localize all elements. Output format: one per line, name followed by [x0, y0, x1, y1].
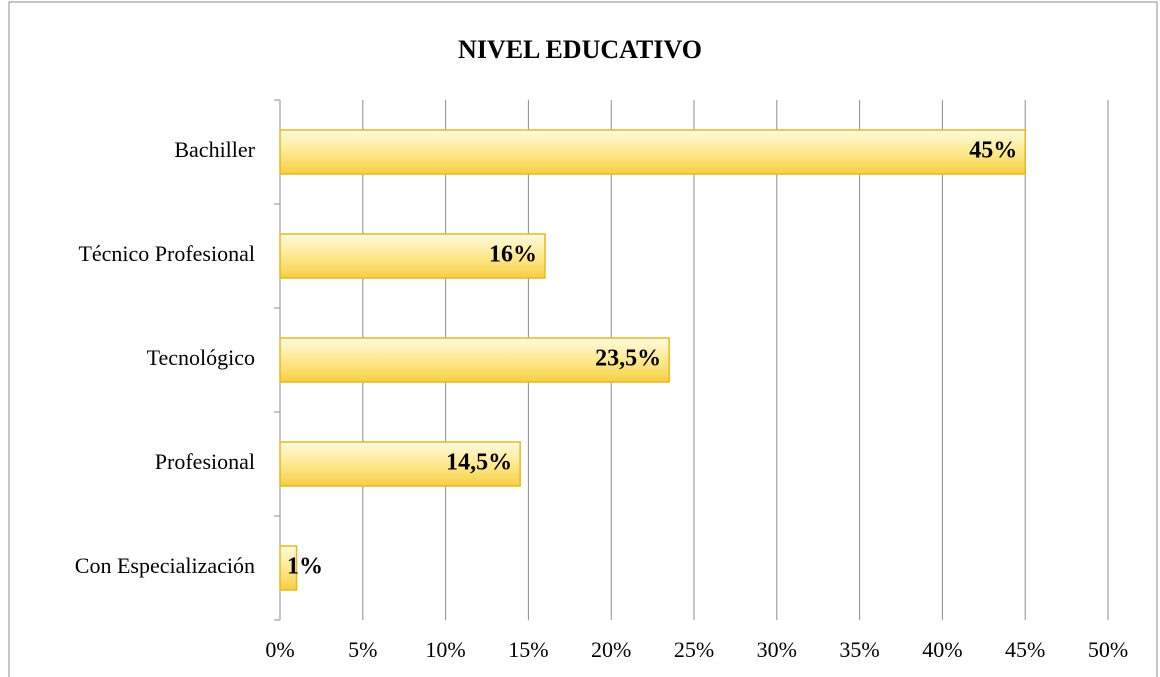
chart-title: NIVEL EDUCATIVO	[458, 35, 702, 64]
y-tick-label: Técnico Profesional	[78, 241, 255, 266]
x-tick-label: 0%	[265, 637, 294, 662]
x-tick-label: 10%	[425, 637, 465, 662]
y-tick-label: Bachiller	[174, 137, 255, 162]
bar	[279, 545, 298, 591]
bar	[279, 233, 546, 279]
data-label: 45%	[969, 138, 1017, 164]
bar	[279, 129, 1026, 175]
data-label: 16%	[489, 242, 537, 268]
y-tick-label: Profesional	[155, 449, 255, 474]
x-tick-label: 50%	[1088, 637, 1128, 662]
x-tick-label: 20%	[591, 637, 631, 662]
bar	[279, 441, 521, 487]
y-tick-label: Tecnológico	[147, 345, 255, 370]
data-label: 14,5%	[446, 450, 512, 476]
x-tick-label: 5%	[348, 637, 377, 662]
x-tick-label: 45%	[1005, 637, 1045, 662]
data-label: 23,5%	[595, 346, 661, 372]
x-tick-label: 25%	[674, 637, 714, 662]
x-tick-label: 35%	[839, 637, 879, 662]
x-tick-label: 30%	[757, 637, 797, 662]
bar	[279, 337, 670, 383]
x-tick-label: 40%	[922, 637, 962, 662]
data-label: 1%	[287, 554, 323, 580]
x-tick-label: 15%	[508, 637, 548, 662]
y-tick-label: Con Especialización	[75, 553, 255, 578]
